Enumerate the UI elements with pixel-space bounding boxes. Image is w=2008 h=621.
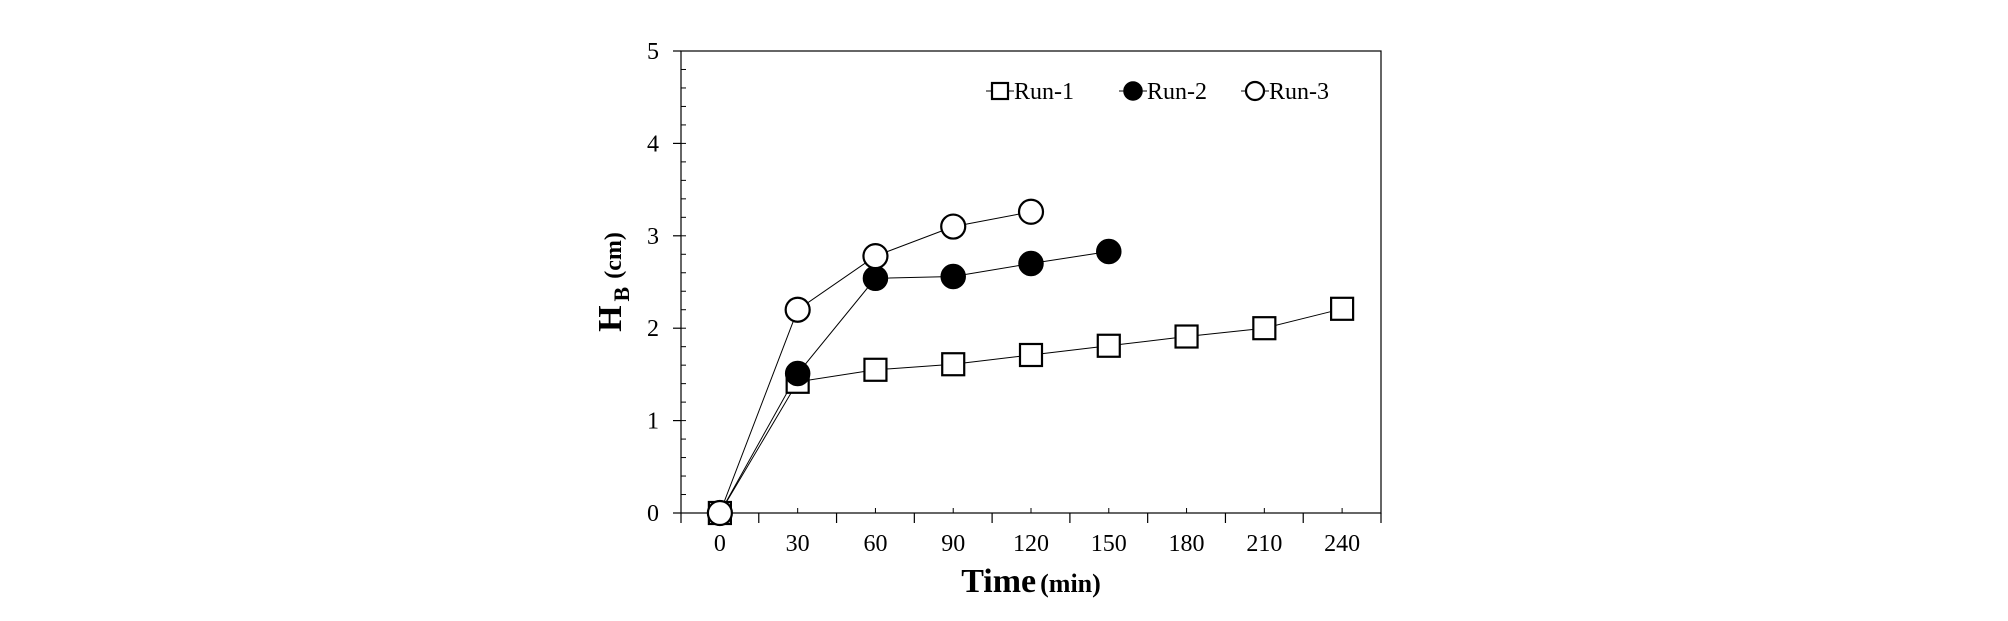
series-line-run-1 [719, 308, 1343, 514]
data-point-run-1 [1096, 333, 1121, 358]
x-tick-label: 30 [786, 531, 810, 557]
plot-area-frame [680, 50, 1382, 514]
x-tick-label: 180 [1169, 531, 1205, 557]
legend-label-run-2: Run-2 [1147, 79, 1207, 105]
y-axis-title: H B (cm) [592, 232, 634, 332]
data-point-run-3 [784, 296, 811, 323]
data-point-run-1 [863, 357, 888, 382]
series-line-run-2 [719, 251, 1109, 514]
y-tick-label: 3 [647, 224, 659, 250]
legend-marker-run-2 [1123, 81, 1143, 101]
y-axis-title-unit: (cm) [601, 232, 627, 279]
x-axis-title-main: Time [961, 563, 1036, 600]
y-tick-label: 1 [647, 409, 659, 435]
legend-label-run-3: Run-3 [1269, 79, 1329, 105]
legend: Run-1 Run-2 Run-3 [986, 79, 1329, 105]
axis-titles: Time (min) H B (cm) [592, 232, 1101, 600]
x-tick-label: 210 [1246, 531, 1282, 557]
legend-marker-run-3 [1244, 80, 1266, 102]
data-point-run-3 [1017, 198, 1045, 225]
series-markers [706, 198, 1355, 527]
legend-marker-run-1 [990, 81, 1010, 101]
x-axis-title-unit: (min) [1040, 569, 1101, 598]
legend-label-run-1: Run-1 [1014, 79, 1074, 105]
x-tick-label: 60 [863, 531, 887, 557]
data-point-run-1 [1252, 316, 1277, 341]
x-tick-label: 120 [1013, 531, 1049, 557]
y-tick-label: 2 [647, 316, 659, 342]
data-point-run-1 [1018, 342, 1044, 368]
y-axis-title-subscript: B [609, 286, 634, 301]
data-point-run-2 [940, 263, 966, 290]
axes: 0 1 2 3 4 5 0 30 60 90 120 150 180 210 240 [647, 39, 1382, 557]
data-point-run-1 [1174, 324, 1199, 349]
y-tick-label: 0 [647, 501, 659, 527]
data-point-run-1 [941, 352, 966, 377]
data-point-run-2 [862, 265, 889, 292]
y-tick-label: 4 [647, 131, 659, 157]
x-tick-label: 150 [1091, 531, 1127, 557]
data-point-run-3 [940, 213, 967, 240]
data-point-run-3 [706, 499, 733, 527]
x-axis-title: Time (min) [961, 563, 1101, 600]
x-tick-label: 240 [1324, 531, 1360, 557]
data-point-run-2 [1096, 238, 1122, 265]
x-tick-label: 90 [941, 531, 965, 557]
x-tick-label: 0 [714, 531, 726, 557]
data-point-run-2 [1018, 250, 1044, 277]
y-axis-title-main: H [592, 305, 629, 331]
data-point-run-3 [862, 243, 889, 270]
data-point-run-2 [784, 360, 811, 387]
data-point-run-1 [1330, 296, 1355, 321]
y-tick-label: 5 [647, 39, 659, 65]
